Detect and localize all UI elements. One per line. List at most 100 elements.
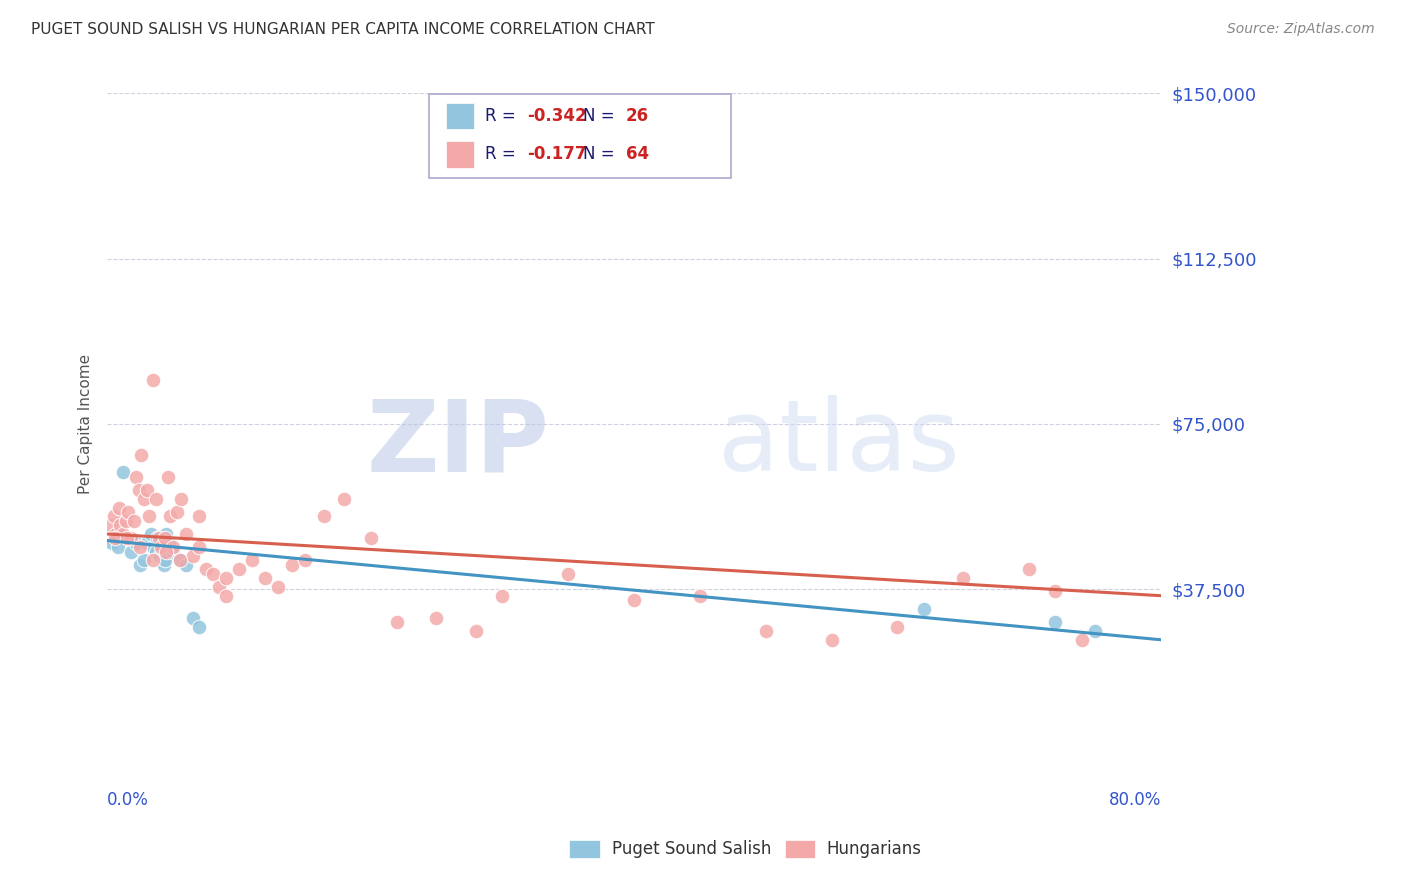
Point [188, 619, 211, 633]
Point [162, 540, 184, 554]
Text: ZIP: ZIP [367, 395, 550, 492]
Point [162, 544, 184, 558]
Text: 0.0%: 0.0% [107, 790, 149, 809]
Point [125, 536, 148, 550]
Point [491, 589, 513, 603]
Point [912, 602, 935, 616]
Point [170, 491, 193, 506]
Point [110, 518, 132, 533]
Point [174, 527, 197, 541]
Point [152, 558, 174, 572]
Point [108, 500, 131, 515]
Point [104, 532, 127, 546]
Point [117, 505, 139, 519]
Point [215, 589, 238, 603]
Point [142, 553, 165, 567]
Text: 26: 26 [626, 107, 648, 125]
Point [333, 491, 356, 506]
Point [181, 549, 204, 563]
Point [135, 536, 157, 550]
Point [132, 491, 155, 506]
Point [132, 553, 155, 567]
Point [142, 540, 165, 554]
Point [228, 562, 250, 576]
Point [135, 483, 157, 497]
Point [267, 580, 290, 594]
Point [152, 540, 174, 554]
Text: atlas: atlas [718, 395, 960, 492]
Y-axis label: Per Capita Income: Per Capita Income [79, 354, 93, 494]
Point [107, 540, 129, 554]
Point [153, 553, 176, 567]
Text: PUGET SOUND SALISH VS HUNGARIAN PER CAPITA INCOME CORRELATION CHART: PUGET SOUND SALISH VS HUNGARIAN PER CAPI… [31, 22, 655, 37]
Point [169, 553, 191, 567]
Point [129, 558, 152, 572]
Text: 80.0%: 80.0% [1108, 790, 1161, 809]
Point [194, 562, 217, 576]
Point [465, 624, 488, 638]
Point [139, 527, 162, 541]
Point [142, 373, 165, 387]
Point [128, 483, 150, 497]
Text: Puget Sound Salish: Puget Sound Salish [612, 840, 770, 858]
Point [1018, 562, 1040, 576]
Point [138, 509, 160, 524]
Text: Source: ZipAtlas.com: Source: ZipAtlas.com [1227, 22, 1375, 37]
Point [100, 518, 122, 533]
Point [174, 558, 197, 572]
Point [131, 448, 153, 462]
Text: -0.177: -0.177 [527, 145, 586, 163]
Point [122, 514, 145, 528]
Text: 64: 64 [626, 145, 648, 163]
Point [294, 553, 316, 567]
Point [114, 514, 136, 528]
Point [314, 509, 336, 524]
Point [145, 544, 167, 558]
Point [156, 469, 179, 483]
Point [1045, 615, 1067, 629]
Point [623, 593, 645, 607]
Point [101, 536, 124, 550]
Point [201, 566, 224, 581]
Point [146, 532, 169, 546]
Point [360, 532, 382, 546]
Point [755, 624, 778, 638]
Point [952, 571, 974, 585]
Point [150, 540, 173, 554]
Text: R =: R = [485, 145, 522, 163]
Point [886, 619, 908, 633]
Point [557, 566, 579, 581]
Point [145, 491, 167, 506]
Point [155, 544, 177, 558]
Point [149, 549, 172, 563]
Text: N =: N = [583, 107, 620, 125]
Point [215, 571, 238, 585]
Point [1084, 624, 1107, 638]
Point [169, 553, 191, 567]
Point [181, 611, 204, 625]
Text: -0.342: -0.342 [527, 107, 586, 125]
Point [689, 589, 711, 603]
Text: N =: N = [583, 145, 620, 163]
Point [125, 469, 148, 483]
Point [120, 532, 142, 546]
Point [385, 615, 408, 629]
Point [1070, 632, 1092, 647]
Point [129, 540, 152, 554]
Point [159, 509, 181, 524]
Point [820, 632, 842, 647]
Point [425, 611, 447, 625]
Point [188, 509, 211, 524]
Point [111, 465, 134, 479]
Point [155, 527, 177, 541]
Point [280, 558, 302, 572]
Point [166, 505, 188, 519]
Point [1045, 584, 1067, 599]
Text: Hungarians: Hungarians [827, 840, 922, 858]
Point [157, 536, 180, 550]
Point [208, 580, 231, 594]
Point [105, 527, 128, 541]
Point [254, 571, 277, 585]
Point [240, 553, 263, 567]
Point [111, 527, 134, 541]
